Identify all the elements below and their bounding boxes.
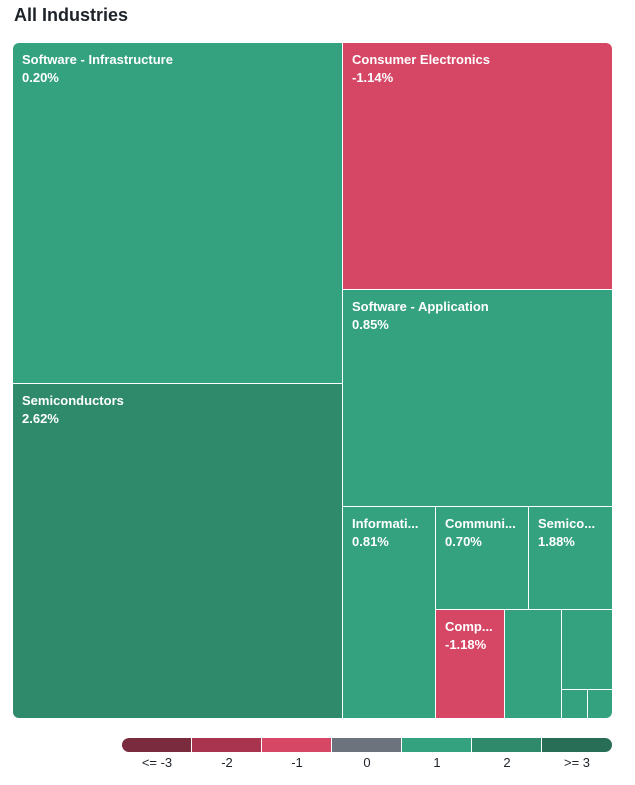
tile-change: 0.70%: [445, 534, 482, 549]
treemap-tile[interactable]: [505, 610, 562, 718]
tile-change: 0.81%: [352, 534, 389, 549]
tile-name: Semico...: [538, 516, 596, 531]
legend-swatch: [542, 738, 612, 752]
legend-label: 1: [433, 755, 441, 770]
tile-name: Software - Infrastructure: [22, 52, 173, 67]
treemap-tile[interactable]: Consumer Electronics -1.14%: [343, 43, 612, 290]
treemap-tile[interactable]: Software - Infrastructure 0.20%: [13, 43, 343, 384]
legend-label: -2: [221, 755, 233, 770]
tile-change: 0.20%: [22, 70, 59, 85]
tile-name: Software - Application: [352, 299, 489, 314]
tile-change: 0.85%: [352, 317, 389, 332]
tile-name: Consumer Electronics: [352, 52, 490, 67]
tile-name: Semiconductors: [22, 393, 124, 408]
legend-swatch: [472, 738, 541, 752]
legend-label: <= -3: [141, 755, 173, 770]
treemap-tile[interactable]: [562, 610, 612, 690]
tile-change: -1.18%: [445, 637, 487, 652]
tile-change: 1.88%: [538, 534, 575, 549]
treemap-tile[interactable]: [562, 690, 588, 718]
legend-swatch: [262, 738, 331, 752]
treemap-tile[interactable]: [588, 690, 612, 718]
treemap: Software - Infrastructure 0.20% Semiconduc…: [13, 43, 612, 718]
treemap-tile[interactable]: Communi... 0.70%: [436, 507, 529, 610]
treemap-tile[interactable]: Informati... 0.81%: [343, 507, 436, 718]
color-legend: <= -3 -2 -1 0 1 2 >= 3: [122, 738, 612, 778]
tile-name: Communi...: [445, 516, 516, 531]
tile-change: 2.62%: [22, 411, 59, 426]
legend-label: -1: [291, 755, 303, 770]
treemap-tile[interactable]: Comp... -1.18%: [436, 610, 505, 718]
legend-swatch: [402, 738, 471, 752]
tile-change: -1.14%: [352, 70, 394, 85]
tile-name: Informati...: [352, 516, 419, 531]
legend-swatch: [192, 738, 261, 752]
treemap-tile[interactable]: Software - Application 0.85%: [343, 290, 612, 507]
page-title: All Industries: [14, 5, 129, 25]
treemap-tile[interactable]: Semico... 1.88%: [529, 507, 612, 610]
tile-name: Comp...: [445, 619, 493, 634]
legend-label: 0: [363, 755, 371, 770]
legend-label: 2: [503, 755, 511, 770]
legend-swatch: [122, 738, 191, 752]
treemap-tile[interactable]: Semiconductors 2.62%: [13, 384, 343, 718]
legend-swatch: [332, 738, 401, 752]
legend-label: >= 3: [563, 755, 591, 770]
